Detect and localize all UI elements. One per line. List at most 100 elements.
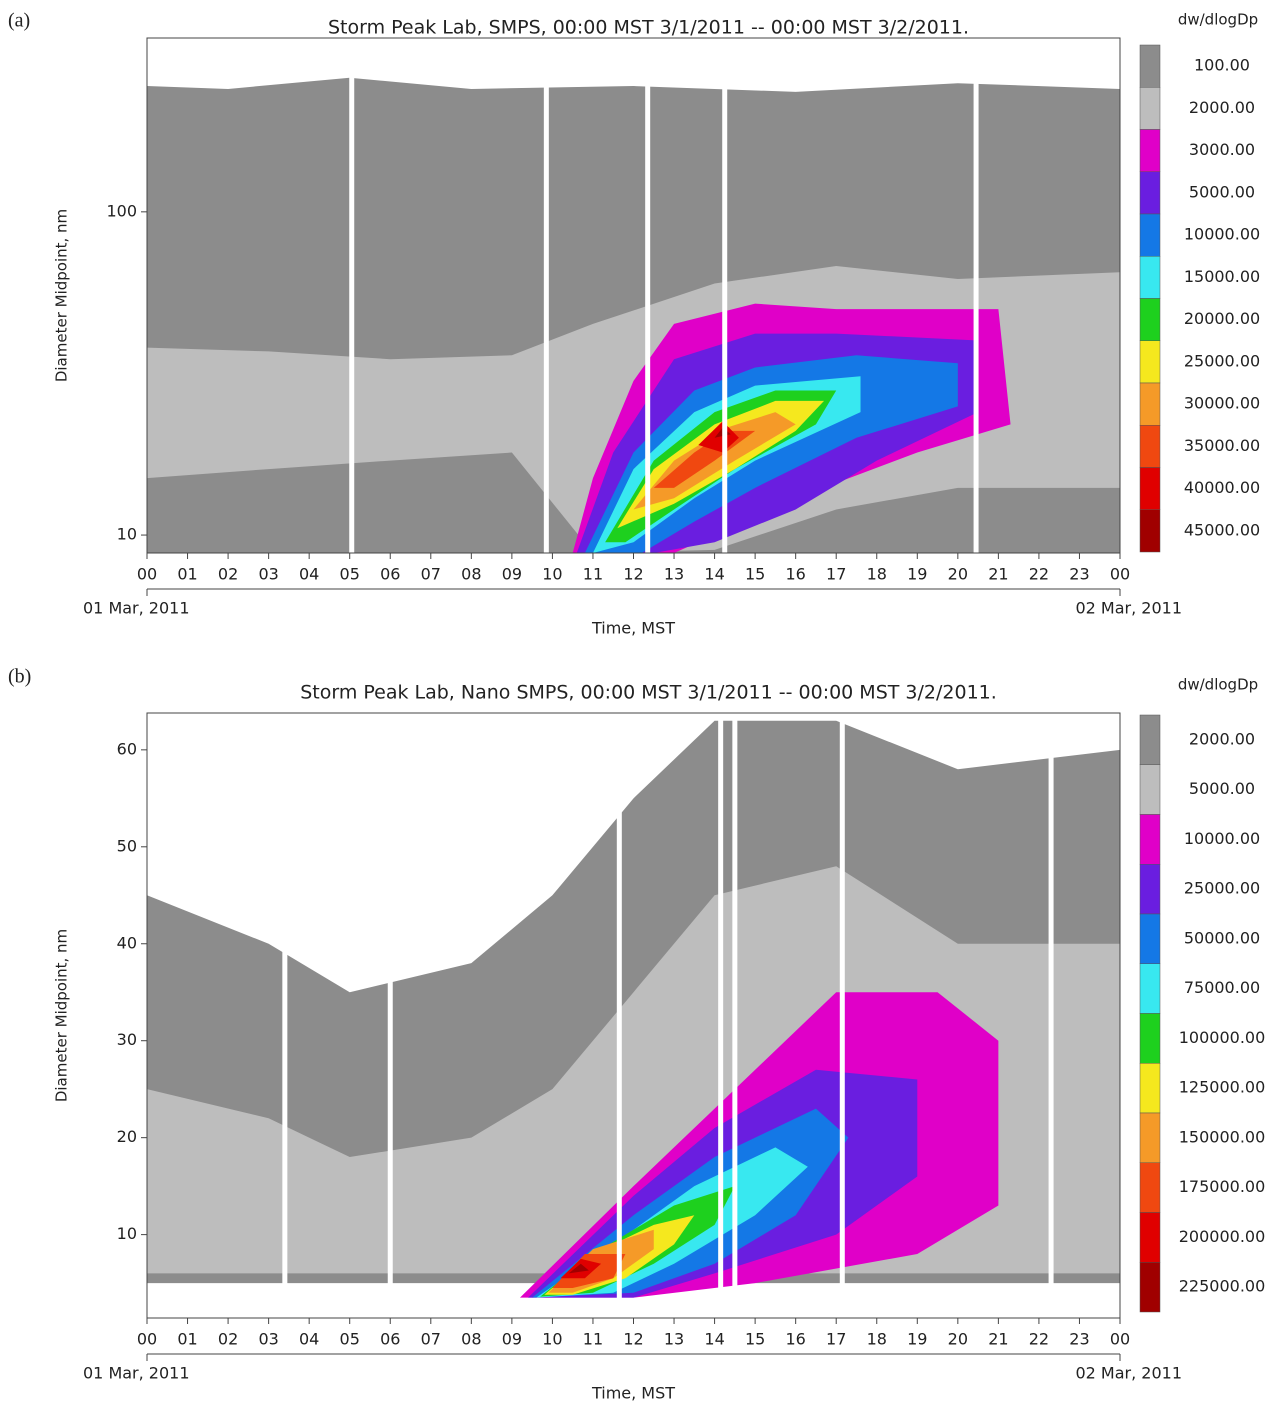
x-tick-label: 08 (461, 565, 481, 584)
x-axis-label: Time, MST (591, 1384, 675, 1403)
x-tick-label: 20 (948, 565, 968, 584)
colorbar-swatch (1139, 129, 1161, 172)
x-tick-label: 05 (340, 1330, 360, 1349)
colorbar-label: 225000.00 (1179, 1277, 1266, 1296)
colorbar-swatch (1139, 467, 1161, 510)
x-tick-label: 11 (583, 565, 603, 584)
x-tick-label: 00 (137, 565, 157, 584)
colorbar-swatch (1139, 1063, 1161, 1114)
x-tick-label: 13 (664, 565, 684, 584)
colorbar-label: 2000.00 (1189, 98, 1255, 117)
x-tick-label: 12 (623, 565, 643, 584)
x-tick-label: 21 (988, 1330, 1008, 1349)
colorbar-label: 75000.00 (1184, 978, 1260, 997)
y-tick-label: 10 (117, 1224, 137, 1243)
x-tick-label: 09 (502, 1330, 522, 1349)
colorbar-swatch (1139, 382, 1161, 426)
colorbar-label: 100000.00 (1179, 1028, 1266, 1047)
colorbar-label: 2000.00 (1189, 729, 1255, 748)
data-gap (349, 38, 355, 553)
date-end: 02 Mar, 2011 (1075, 1364, 1182, 1383)
colorbar-swatch (1139, 44, 1161, 88)
plot-area (147, 38, 1120, 553)
panel-label: (a) (8, 10, 30, 32)
colorbar-label: 100.00 (1194, 56, 1250, 75)
panel-label: (b) (8, 666, 31, 688)
colorbar-label: 30000.00 (1184, 394, 1260, 413)
colorbar-swatch (1139, 171, 1161, 215)
y-tick-label: 10 (117, 525, 137, 544)
colorbar-swatch (1139, 87, 1161, 130)
colorbar-label: 50000.00 (1184, 928, 1260, 947)
x-tick-label: 19 (907, 565, 927, 584)
y-tick-label: 20 (117, 1127, 137, 1146)
y-axis-label: Diameter Midpoint, nm (53, 209, 71, 382)
x-tick-label: 16 (785, 565, 805, 584)
x-tick-label: 18 (867, 1330, 887, 1349)
x-tick-label: 15 (745, 565, 765, 584)
colorbar-swatch (1139, 1212, 1161, 1263)
colorbar-label: 25000.00 (1184, 351, 1260, 370)
colorbar-label: 5000.00 (1189, 779, 1255, 798)
x-tick-label: 06 (380, 1330, 400, 1349)
x-tick-label: 17 (826, 565, 846, 584)
x-tick-label: 09 (502, 565, 522, 584)
x-axis-label: Time, MST (591, 619, 675, 638)
colorbar-swatch (1139, 1013, 1161, 1064)
colorbar-label: 35000.00 (1184, 436, 1260, 455)
colorbar-swatch (1139, 764, 1161, 815)
contour-region (568, 1263, 589, 1274)
colorbar-swatch (1139, 1162, 1161, 1213)
data-gap (387, 713, 393, 1318)
x-tick-label: 04 (299, 565, 319, 584)
y-tick-label: 30 (117, 1030, 137, 1049)
colorbar-label: 3000.00 (1189, 140, 1255, 159)
x-tick-label: 00 (137, 1330, 157, 1349)
colorbar-label: 45000.00 (1184, 520, 1260, 539)
colorbar-swatch (1139, 340, 1161, 384)
colorbar-swatch (1139, 256, 1161, 299)
y-tick-label: 40 (117, 933, 137, 952)
x-tick-label: 10 (542, 565, 562, 584)
colorbar-swatch (1139, 509, 1161, 553)
data-gap (543, 38, 549, 553)
x-tick-label: 16 (785, 1330, 805, 1349)
y-tick-label: 60 (117, 739, 137, 758)
x-tick-label: 23 (1069, 1330, 1089, 1349)
y-tick-label: 100 (106, 201, 137, 220)
colorbar-swatch (1139, 913, 1161, 964)
x-tick-label: 19 (907, 1330, 927, 1349)
data-gap (1048, 713, 1054, 1318)
data-gap (839, 713, 845, 1318)
x-tick-label: 15 (745, 1330, 765, 1349)
colorbar-label: 200000.00 (1179, 1227, 1266, 1246)
x-tick-label: 22 (1029, 1330, 1049, 1349)
x-tick-label: 18 (867, 565, 887, 584)
x-tick-label: 12 (623, 1330, 643, 1349)
x-tick-label: 13 (664, 1330, 684, 1349)
data-gap (645, 38, 651, 553)
date-end: 02 Mar, 2011 (1075, 599, 1182, 618)
x-tick-label: 11 (583, 1330, 603, 1349)
x-tick-label: 07 (421, 565, 441, 584)
data-gap (732, 713, 738, 1318)
colorbar-swatch (1139, 714, 1161, 765)
data-gap (973, 38, 979, 553)
colorbar-label: 175000.00 (1179, 1177, 1266, 1196)
x-tick-label: 07 (421, 1330, 441, 1349)
colorbar-label: 125000.00 (1179, 1078, 1266, 1097)
colorbar-label: 40000.00 (1184, 478, 1260, 497)
x-tick-label: 02 (218, 565, 238, 584)
data-gap (282, 713, 288, 1318)
x-tick-label: 08 (461, 1330, 481, 1349)
x-tick-label: 03 (258, 565, 278, 584)
date-start: 01 Mar, 2011 (83, 599, 190, 618)
colorbar-label: 25000.00 (1184, 879, 1260, 898)
colorbar-swatch (1139, 814, 1161, 865)
colorbar-label: 10000.00 (1184, 829, 1260, 848)
plot-area (147, 713, 1120, 1318)
colorbar-label: 5000.00 (1189, 182, 1255, 201)
x-tick-label: 20 (948, 1330, 968, 1349)
x-tick-label: 00 (1110, 565, 1130, 584)
